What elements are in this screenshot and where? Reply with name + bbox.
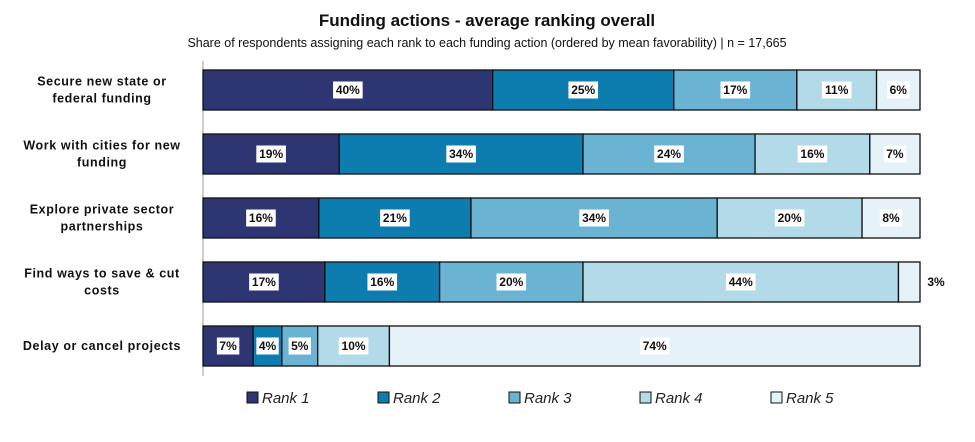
- data-label-background: [496, 273, 527, 291]
- data-label-find-ways-to-save-and-cut-costs-rank-4: 44%: [729, 275, 753, 289]
- data-label-delay-or-cancel-projects-rank-1: 7%: [219, 339, 237, 353]
- data-label-background: [216, 337, 240, 355]
- legend-label-rank-3: Rank 3: [524, 390, 572, 407]
- data-label-work-with-cities-for-new-funding-rank-2: 34%: [449, 147, 473, 161]
- data-label-background: [879, 209, 903, 227]
- data-label-background: [579, 209, 609, 227]
- category-label-line: Delay or cancel projects: [23, 339, 181, 353]
- data-label-explore-private-sector-partnerships-rank-1: 16%: [249, 211, 273, 225]
- data-label-background: [883, 145, 907, 163]
- data-label-background: [288, 337, 311, 355]
- data-label-secure-new-state-or-federal-funding-rank-2: 25%: [571, 83, 595, 97]
- data-label-explore-private-sector-partnerships-rank-3: 34%: [582, 211, 606, 225]
- data-label-work-with-cities-for-new-funding-rank-3: 24%: [657, 147, 681, 161]
- data-label-background: [821, 81, 852, 99]
- chart-subtitle: Share of respondents assigning each rank…: [187, 36, 786, 50]
- data-label-background: [380, 209, 410, 227]
- data-label-find-ways-to-save-and-cut-costs-rank-3: 20%: [499, 275, 523, 289]
- category-label-line: funding: [77, 156, 127, 170]
- data-label-secure-new-state-or-federal-funding-rank-3: 17%: [723, 83, 747, 97]
- data-label-background: [256, 337, 279, 355]
- data-label-background: [887, 81, 910, 99]
- data-label-background: [725, 273, 756, 291]
- legend-label-rank-1: Rank 1: [262, 390, 310, 407]
- data-label-work-with-cities-for-new-funding-rank-1: 19%: [259, 147, 283, 161]
- category-label-delay-or-cancel-projects: Delay or cancel projects: [23, 339, 181, 353]
- data-label-background: [256, 145, 286, 163]
- data-label-background: [246, 209, 276, 227]
- data-label-delay-or-cancel-projects-rank-5: 74%: [643, 339, 667, 353]
- bar-segment-find-ways-to-save-and-cut-costs-rank-1: [202, 261, 326, 303]
- category-label-line: Work with cities for new: [23, 139, 180, 153]
- legend-swatch-rank-5: [770, 391, 783, 404]
- data-label-find-ways-to-save-and-cut-costs-rank-2: 16%: [370, 275, 394, 289]
- category-label-explore-private-sector-partnerships: Explore private sector partnerships: [30, 203, 175, 234]
- data-label-explore-private-sector-partnerships-rank-4: 20%: [778, 211, 802, 225]
- data-label-find-ways-to-save-and-cut-costs-rank-1: 17%: [252, 275, 276, 289]
- bar-segment-find-ways-to-save-and-cut-costs-rank-5: [897, 261, 921, 303]
- category-label-find-ways-to-save-and-cut-costs: Find ways to save & cut costs: [24, 267, 180, 298]
- data-label-background: [720, 81, 751, 99]
- data-label-secure-new-state-or-federal-funding-rank-1: 40%: [336, 83, 360, 97]
- data-label-delay-or-cancel-projects-rank-3: 5%: [291, 339, 309, 353]
- data-label-background: [338, 337, 369, 355]
- category-label-line: partnerships: [61, 220, 144, 234]
- data-label-secure-new-state-or-federal-funding-rank-5: 6%: [890, 83, 908, 97]
- category-label-line: federal funding: [52, 92, 151, 106]
- data-label-delay-or-cancel-projects-rank-4: 10%: [342, 339, 366, 353]
- legend-swatch-rank-3: [508, 391, 521, 404]
- category-label-line: Find ways to save & cut: [24, 267, 180, 281]
- legend-swatch-rank-4: [639, 391, 652, 404]
- data-label-delay-or-cancel-projects-rank-2: 4%: [259, 339, 277, 353]
- legend-swatch-rank-1: [246, 391, 259, 404]
- data-label-background: [654, 145, 684, 163]
- category-label-line: costs: [84, 284, 120, 298]
- data-label-work-with-cities-for-new-funding-rank-5: 7%: [886, 147, 904, 161]
- data-label-explore-private-sector-partnerships-rank-2: 21%: [383, 211, 407, 225]
- data-label-background: [367, 273, 398, 291]
- data-label-background: [639, 337, 670, 355]
- category-label-secure-new-state-or-federal-funding: Secure new state or federal funding: [37, 75, 167, 106]
- data-labels: 40% 25% 17% 11% 6% 19% 34% 24% 16% 7% 16% 21% 34% 20%…: [216, 81, 945, 355]
- data-label-background: [568, 81, 599, 99]
- legend-swatch-rank-2: [377, 391, 390, 404]
- data-label-background: [333, 81, 363, 99]
- chart-title: Funding actions - average ranking overal…: [319, 11, 655, 30]
- data-label-background: [774, 209, 805, 227]
- legend-label-rank-5: Rank 5: [786, 390, 834, 407]
- data-label-secure-new-state-or-federal-funding-rank-4: 11%: [825, 83, 849, 97]
- data-label-background: [249, 273, 279, 291]
- data-label-find-ways-to-save-and-cut-costs-rank-5: 3%: [927, 275, 945, 289]
- legend-label-rank-4: Rank 4: [655, 390, 703, 407]
- data-label-background: [446, 145, 476, 163]
- category-label-work-with-cities-for-new-funding: Work with cities for new funding: [23, 139, 180, 170]
- data-label-background: [797, 145, 828, 163]
- category-label-line: Secure new state or: [37, 75, 167, 89]
- category-labels: Secure new state or federal funding Work w…: [23, 75, 181, 354]
- legend: Rank 1 Rank 2 Rank 3 Rank 4 Rank 5: [246, 390, 834, 407]
- data-label-work-with-cities-for-new-funding-rank-4: 16%: [800, 147, 824, 161]
- category-label-line: Explore private sector: [30, 203, 175, 217]
- bars-group: [202, 69, 921, 367]
- data-label-explore-private-sector-partnerships-rank-5: 8%: [882, 211, 900, 225]
- legend-label-rank-2: Rank 2: [393, 390, 441, 407]
